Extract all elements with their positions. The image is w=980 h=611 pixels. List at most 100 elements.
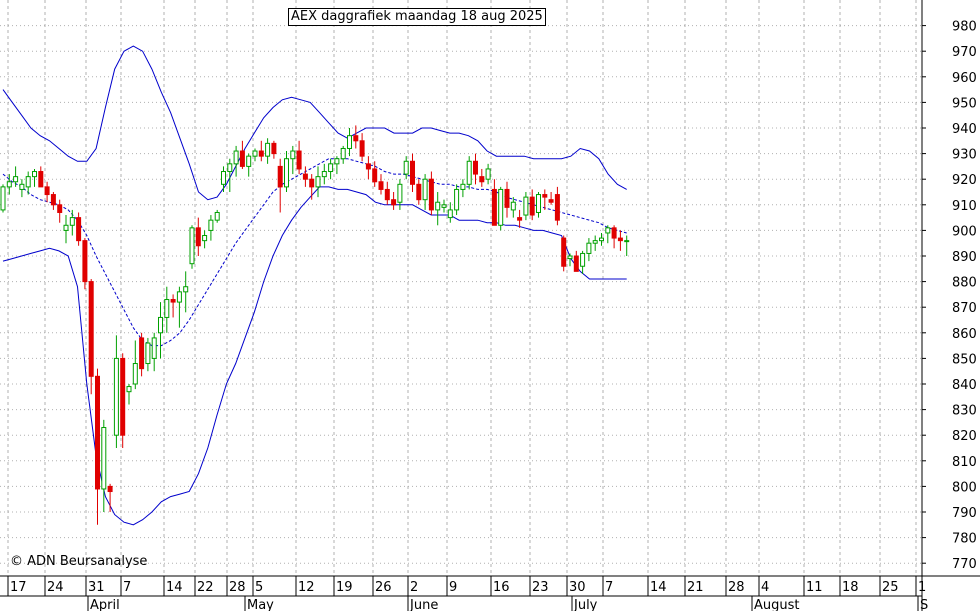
candle-body: [76, 217, 82, 242]
candle-body: [271, 142, 277, 155]
candle-body: [573, 255, 579, 272]
candle-body: [441, 204, 447, 208]
candle-body: [0, 186, 6, 211]
candle-body: [296, 150, 302, 170]
y-tick-label: 920: [952, 173, 977, 188]
candle-body: [580, 252, 586, 267]
x-day-label: 31: [88, 580, 105, 595]
x-day-label: 9: [449, 580, 457, 595]
x-day-label: 12: [298, 580, 315, 595]
y-tick-label: 830: [952, 404, 977, 419]
candle-body: [183, 286, 189, 293]
candle-body: [510, 201, 516, 211]
x-day-label: 1: [918, 580, 926, 595]
y-tick-label: 870: [952, 301, 977, 316]
y-tick-label: 940: [952, 122, 977, 137]
candle-body: [239, 150, 245, 167]
y-tick-label: 910: [952, 199, 977, 214]
x-day-label: 11: [806, 580, 823, 595]
y-tick-label: 980: [952, 20, 977, 35]
y-tick-label: 780: [952, 532, 977, 547]
candle-body: [44, 186, 50, 196]
y-tick-label: 810: [952, 455, 977, 470]
candle-body: [353, 135, 359, 142]
x-day-label: 18: [842, 580, 859, 595]
y-tick-label: 840: [952, 378, 977, 393]
x-day-label: 17: [10, 580, 27, 595]
candle-body: [258, 150, 264, 157]
candle-body: [466, 160, 472, 185]
candle-body: [554, 194, 560, 221]
y-tick-label: 960: [952, 71, 977, 86]
candle-body: [252, 150, 258, 157]
x-day-label: 23: [532, 580, 549, 595]
candle-body: [435, 201, 441, 211]
candle-body: [391, 199, 397, 206]
candle-body: [378, 181, 384, 190]
bollinger-bands: [2, 45, 627, 526]
candle-body: [195, 227, 201, 247]
y-tick-label: 900: [952, 224, 977, 239]
x-day-label: 24: [47, 580, 64, 595]
candle-body: [221, 171, 226, 185]
x-day-label: 26: [375, 580, 392, 595]
y-tick-label: 800: [952, 480, 977, 495]
candle-body: [88, 281, 94, 377]
candle-body: [284, 158, 289, 188]
candle-body: [120, 357, 126, 436]
candle-body: [605, 227, 611, 234]
x-month-label: May: [247, 598, 274, 611]
x-month-label: August: [754, 598, 800, 611]
candle-body: [517, 217, 523, 221]
x-day-label: 22: [197, 580, 214, 595]
x-day-label: 7: [123, 580, 131, 595]
candle-body: [624, 240, 630, 243]
candle-body: [321, 171, 327, 178]
x-day-label: 25: [882, 580, 899, 595]
x-day-label: 19: [336, 580, 353, 595]
y-tick-label: 860: [952, 327, 977, 342]
candle-body: [176, 291, 182, 303]
candle-body: [202, 235, 208, 242]
bollinger-middle: [2, 158, 627, 347]
x-day-label: 30: [569, 580, 586, 595]
candle-body: [561, 237, 567, 267]
x-day-label: 7: [605, 580, 613, 595]
candle-body: [95, 375, 100, 490]
candle-body: [523, 196, 529, 216]
candle-body: [246, 155, 252, 167]
x-day-label: 14: [166, 580, 183, 595]
candle-body: [498, 188, 504, 226]
y-tick-label: 770: [952, 557, 977, 572]
candle-body: [447, 209, 453, 219]
candle-body: [315, 176, 321, 188]
candle-body: [617, 237, 623, 242]
chart-grid: [0, 0, 922, 576]
copyright-label: © ADN Beursanalyse: [10, 554, 148, 569]
candle-body: [170, 299, 176, 303]
x-month-label: July: [573, 598, 598, 611]
candle-body: [6, 181, 12, 188]
candle-body: [214, 211, 220, 221]
candle-body: [309, 178, 315, 188]
x-day-label: 21: [687, 580, 704, 595]
candle-body: [542, 194, 548, 198]
candle-body: [397, 183, 403, 203]
candle-body: [491, 188, 497, 226]
x-day-label: 14: [650, 580, 667, 595]
candle-body: [365, 163, 371, 170]
candle-body: [38, 171, 44, 188]
y-tick-label: 880: [952, 276, 977, 291]
candle-body: [50, 194, 56, 206]
candle-body: [428, 178, 434, 211]
candle-body: [63, 224, 69, 231]
candle-body: [101, 427, 107, 490]
candle-body: [277, 165, 283, 188]
candle-body: [416, 183, 422, 201]
candle-body: [334, 158, 340, 165]
candle-body: [340, 147, 346, 160]
candle-body: [422, 178, 428, 201]
x-month-label: June: [409, 598, 438, 611]
